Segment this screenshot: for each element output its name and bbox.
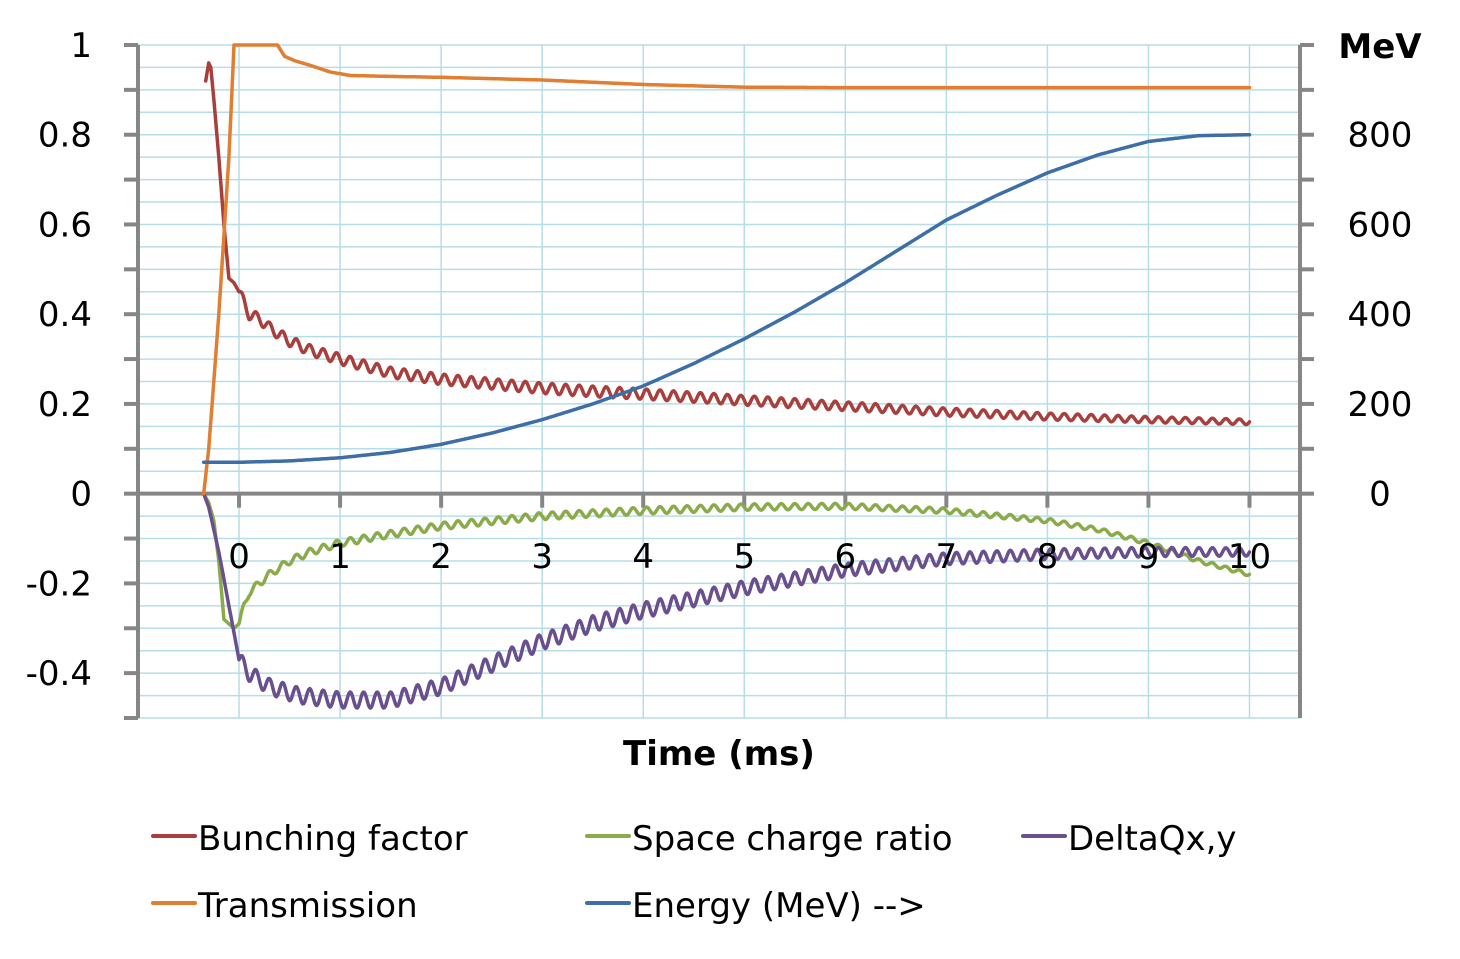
y-tick-label: 0.8 [38,116,92,156]
x-tick-label: 2 [430,537,452,577]
series-line-energy-mev [201,132,1252,465]
y-tick-label: -0.2 [26,564,92,604]
x-tick-label: 7 [936,537,958,577]
x-tick-label: 4 [632,537,654,577]
legend-item: Space charge ratio [585,819,953,859]
y-tick-label: -0.4 [26,654,92,694]
x-tick-label: 1 [329,537,351,577]
x-tick-label: 6 [834,537,856,577]
series-line-transmission [201,43,1252,496]
x-tick-label: 5 [733,537,755,577]
y-tick-label: 0.6 [38,205,92,245]
y2-tick-label: 200 [1348,385,1413,425]
legend-label: Energy (MeV) --> [632,886,926,926]
y2-tick-label: 600 [1348,205,1413,245]
grid [138,44,1300,719]
y-tick-label: 1 [70,26,92,66]
legend-label: Bunching factor [198,819,468,859]
y-tick-label: 0.4 [38,295,92,335]
x-tick-label: 0 [228,537,250,577]
y-tick-label: 0.2 [38,385,92,425]
x-axis-title: Time (ms) [623,734,815,774]
series-line-bunching-factor [203,61,1252,427]
legend-item: DeltaQx,y [1021,819,1237,859]
legend: Bunching factor Space charge ratio DeltaQx… [151,819,1237,926]
series-line-deltaqx-y [201,491,1252,710]
series-layer [201,43,1252,710]
series-line-space-charge-ratio [201,491,1252,631]
y-tick-label: 0 [70,475,92,515]
legend-item: Energy (MeV) --> [585,886,926,926]
legend-item: Bunching factor [151,819,468,859]
axes [124,43,1314,720]
x-tick-label: 8 [1037,537,1059,577]
legend-item: Transmission [151,886,418,926]
legend-label: DeltaQx,y [1068,819,1237,859]
y2-axis-title: MeV [1338,27,1422,67]
y2-tick-label: 0 [1369,475,1391,515]
x-tick-label: 3 [531,537,553,577]
tick-labels: 1 0.8 0.6 0.4 0.2 0 -0.2 -0.4 800 600 400 200 0 0 1 2 3 4… [26,26,1413,694]
legend-label: Transmission [197,886,418,926]
x-tick-label: 10 [1228,537,1271,577]
legend-label: Space charge ratio [632,819,953,859]
y2-tick-label: 800 [1348,116,1413,156]
x-tick-label: 9 [1138,537,1160,577]
y2-tick-label: 400 [1348,295,1413,335]
